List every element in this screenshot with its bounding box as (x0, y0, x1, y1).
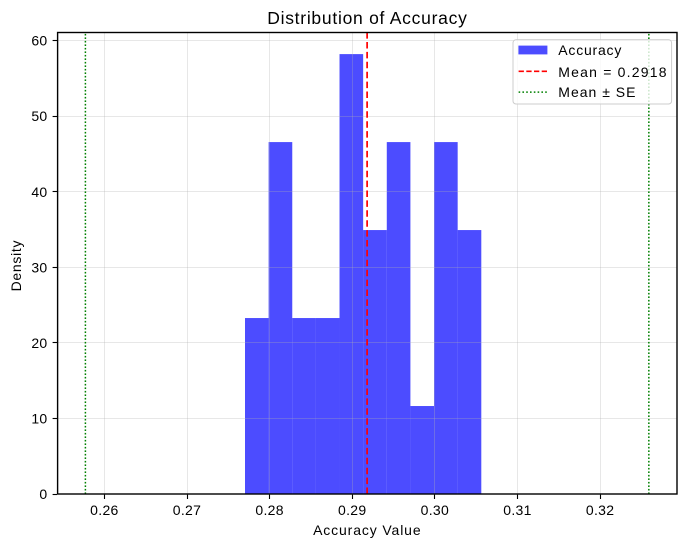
svg-text:Accuracy Value: Accuracy Value (313, 522, 421, 538)
svg-text:0.26: 0.26 (90, 502, 118, 518)
svg-text:0.27: 0.27 (173, 502, 201, 518)
svg-text:0.32: 0.32 (586, 502, 614, 518)
svg-text:0.30: 0.30 (421, 502, 449, 518)
svg-text:Mean = 0.2918: Mean = 0.2918 (558, 64, 667, 80)
svg-text:40: 40 (31, 184, 47, 200)
svg-text:20: 20 (31, 335, 47, 351)
svg-text:Distribution of Accuracy: Distribution of Accuracy (267, 8, 467, 28)
svg-text:0: 0 (39, 486, 47, 502)
svg-text:Mean ± SE: Mean ± SE (558, 84, 636, 100)
svg-text:0.28: 0.28 (255, 502, 283, 518)
svg-text:60: 60 (31, 33, 47, 49)
svg-text:50: 50 (31, 108, 47, 124)
svg-text:10: 10 (31, 411, 47, 427)
svg-text:Density: Density (8, 240, 24, 292)
svg-text:Accuracy: Accuracy (558, 42, 622, 58)
svg-text:0.29: 0.29 (338, 502, 366, 518)
svg-text:0.31: 0.31 (503, 502, 531, 518)
svg-text:30: 30 (31, 259, 47, 275)
